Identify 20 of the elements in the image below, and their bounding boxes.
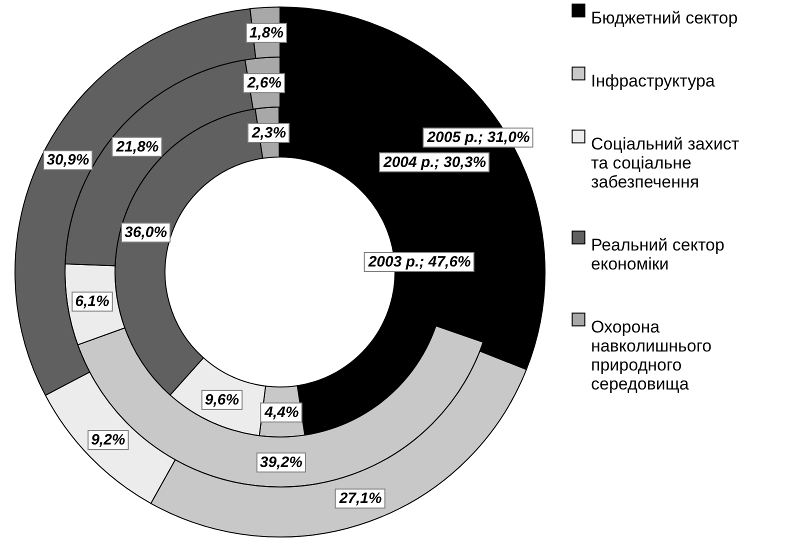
legend-label: Реальний сектор економіки (591, 236, 724, 274)
legend-label: Бюджетний сектор (591, 8, 738, 28)
data-label: 9,2% (91, 432, 126, 449)
data-label: 30,9% (46, 152, 90, 169)
data-label: 2,3% (250, 124, 286, 142)
data-label: 1,8% (249, 24, 284, 42)
data-label: 2004 р.; 30,3% (382, 154, 486, 171)
data-label: 2,6% (246, 74, 282, 92)
data-label: 2005 р.; 31,0% (426, 129, 530, 146)
legend-label: Соціальний захист та соціальне забезпечення (591, 134, 740, 192)
data-label: 6,1% (75, 293, 110, 310)
data-label: 2003 р.; 47,6% (367, 253, 471, 270)
legend-label: Інфраструктура (591, 72, 716, 90)
data-label: 36,0% (124, 224, 168, 242)
data-label: 21,8% (115, 138, 159, 156)
data-label: 4,4% (264, 404, 299, 421)
data-label: 27,1% (338, 490, 382, 508)
legend-label: Охорона навколишнього природного середовища (591, 318, 712, 394)
data-label: 9,6% (204, 391, 240, 408)
data-label: 39,2% (260, 454, 302, 471)
